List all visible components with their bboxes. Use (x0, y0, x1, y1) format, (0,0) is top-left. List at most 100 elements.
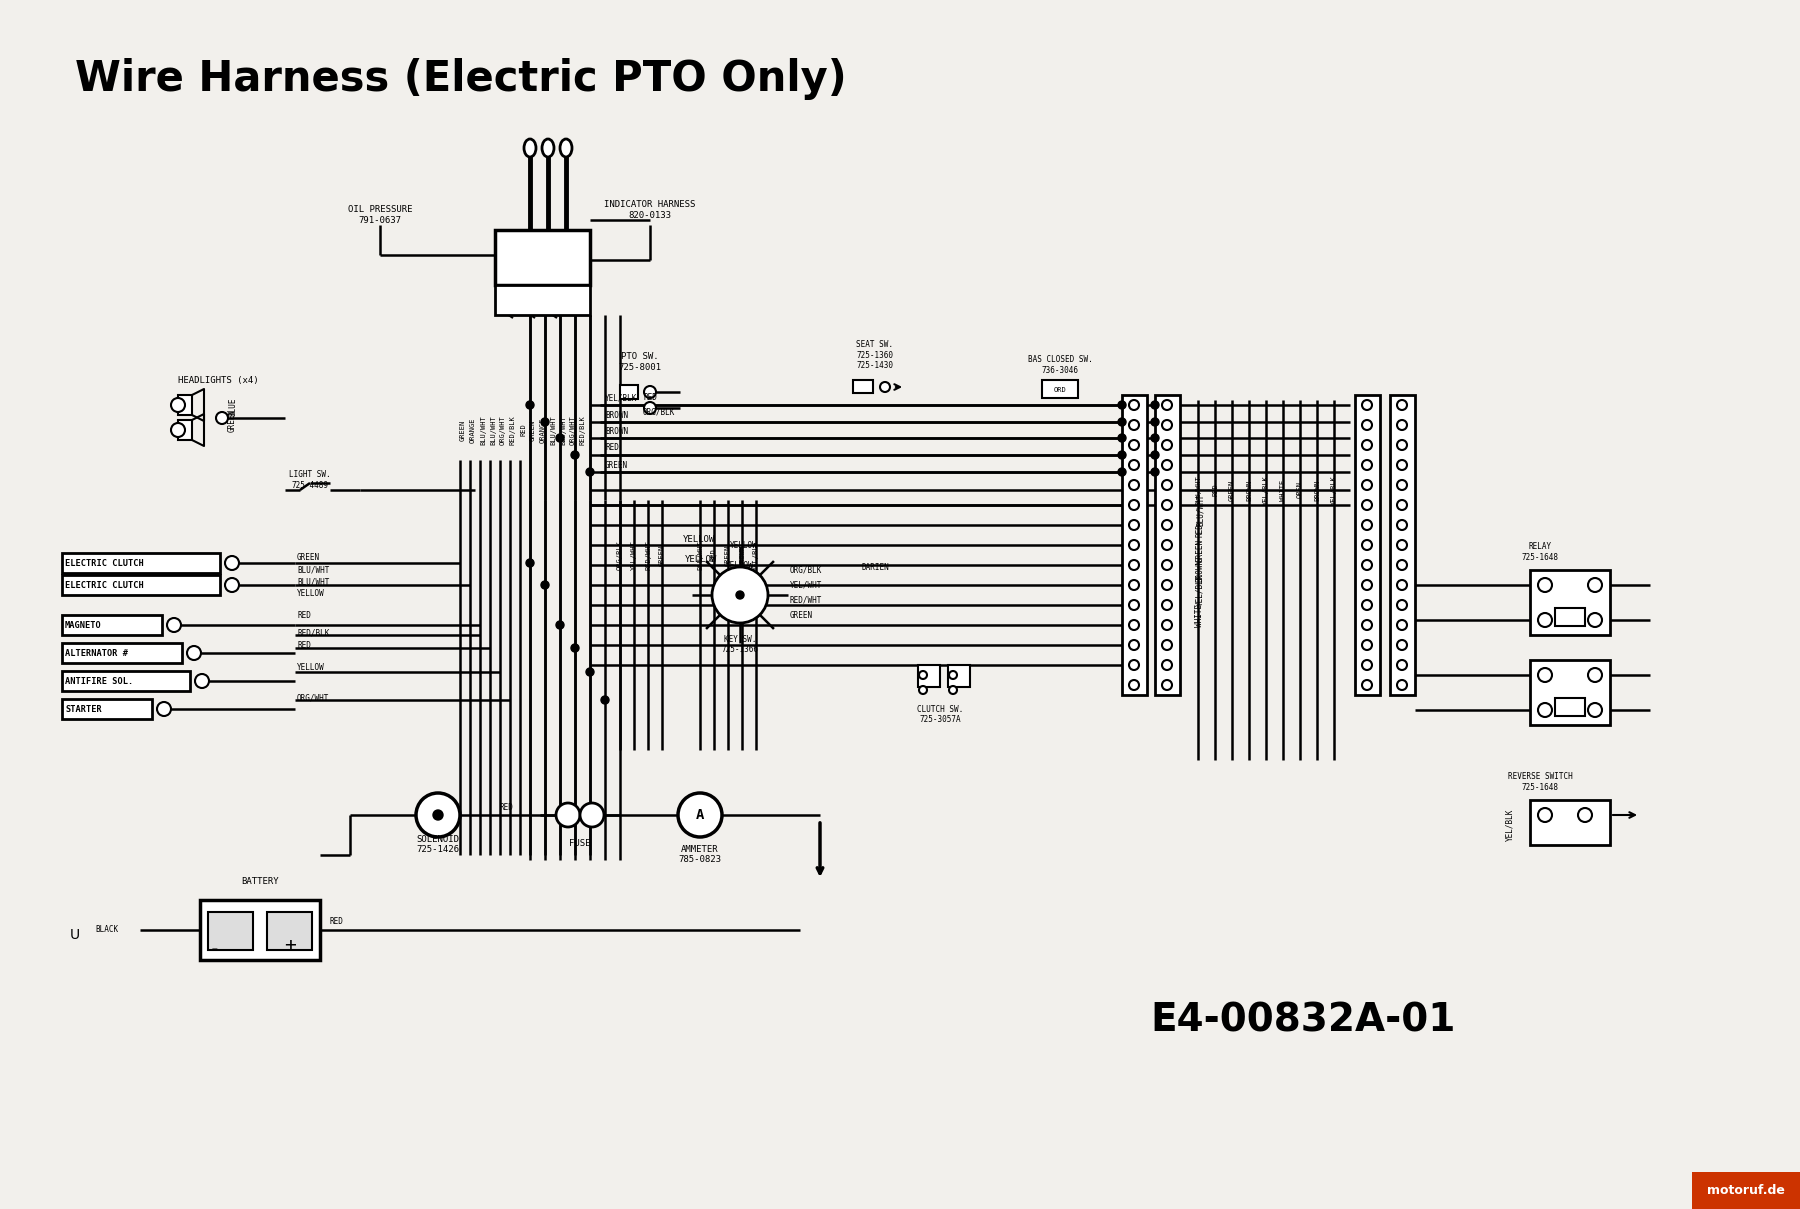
Text: GREEN: GREEN (725, 544, 731, 566)
Bar (1692, 1172, 1800, 1209)
Text: FUSE: FUSE (569, 839, 590, 848)
Text: KEY SW.
725-1366: KEY SW. 725-1366 (722, 635, 758, 654)
Text: RED: RED (643, 393, 657, 403)
Circle shape (225, 556, 239, 569)
Circle shape (1129, 520, 1139, 530)
Circle shape (556, 434, 563, 442)
Text: OPEN: OPEN (1298, 481, 1303, 498)
Text: BROWN: BROWN (1314, 480, 1319, 501)
Text: YELLOW: YELLOW (725, 561, 754, 569)
Circle shape (1163, 400, 1172, 410)
Circle shape (587, 669, 594, 676)
Text: ORD: ORD (1053, 387, 1066, 393)
Bar (1530, 800, 1609, 845)
Circle shape (736, 591, 743, 598)
Circle shape (1363, 679, 1372, 690)
Circle shape (1588, 669, 1602, 682)
Circle shape (1397, 540, 1408, 550)
Text: BLU/WHT: BLU/WHT (490, 415, 497, 445)
Circle shape (587, 468, 594, 476)
Text: RED: RED (297, 611, 311, 619)
Circle shape (1163, 560, 1172, 569)
Circle shape (1363, 660, 1372, 670)
Text: GREEN: GREEN (1229, 480, 1235, 501)
Circle shape (1163, 480, 1172, 490)
Circle shape (1363, 501, 1372, 510)
Circle shape (1129, 600, 1139, 611)
Text: YEL/BLK: YEL/BLK (605, 393, 637, 403)
Text: GREEN: GREEN (790, 611, 814, 619)
Circle shape (1397, 480, 1408, 490)
Circle shape (1118, 451, 1127, 459)
Text: ELECTRIC CLUTCH: ELECTRIC CLUTCH (65, 580, 144, 590)
Text: BROWN: BROWN (605, 427, 628, 435)
Circle shape (920, 671, 927, 679)
Ellipse shape (542, 139, 554, 157)
Circle shape (1363, 600, 1372, 611)
Text: WHITE: WHITE (1195, 603, 1204, 626)
Circle shape (1129, 540, 1139, 550)
Text: A: A (697, 808, 704, 822)
Text: GREEN: GREEN (529, 420, 536, 440)
Circle shape (1397, 420, 1408, 430)
Circle shape (1363, 560, 1372, 569)
Circle shape (1129, 580, 1139, 590)
Circle shape (1397, 640, 1408, 650)
Circle shape (1150, 451, 1159, 459)
Circle shape (434, 810, 443, 820)
Bar (1121, 395, 1147, 695)
Circle shape (1163, 620, 1172, 630)
Circle shape (1129, 679, 1139, 690)
Bar (61, 699, 151, 719)
Circle shape (194, 673, 209, 688)
Text: HEADLIGHTS (x4): HEADLIGHTS (x4) (178, 376, 259, 384)
Bar (1530, 569, 1609, 635)
Circle shape (1129, 560, 1139, 569)
Circle shape (1363, 400, 1372, 410)
Ellipse shape (560, 139, 572, 157)
Circle shape (1163, 660, 1172, 670)
Circle shape (1163, 520, 1172, 530)
Bar (949, 665, 970, 687)
Bar (61, 671, 191, 692)
Circle shape (1129, 459, 1139, 470)
Text: U: U (70, 929, 79, 942)
Circle shape (1588, 578, 1602, 592)
Circle shape (216, 412, 229, 424)
Text: ORG/WHT: ORG/WHT (571, 415, 576, 445)
Circle shape (1129, 420, 1139, 430)
Circle shape (556, 621, 563, 629)
Text: E4-00832A-01: E4-00832A-01 (1150, 1001, 1456, 1039)
Text: BLU/WHT: BLU/WHT (1195, 475, 1201, 505)
Text: RED: RED (605, 444, 619, 452)
Text: LIGHT SW.
725-4489: LIGHT SW. 725-4489 (290, 470, 331, 490)
Circle shape (1129, 501, 1139, 510)
Text: ORG/WHT: ORG/WHT (297, 694, 329, 702)
Circle shape (644, 386, 655, 398)
Circle shape (1397, 400, 1408, 410)
Circle shape (1537, 669, 1552, 682)
Text: GREEN: GREEN (659, 544, 664, 566)
Circle shape (1397, 501, 1408, 510)
Text: GREEN: GREEN (1195, 538, 1204, 561)
Circle shape (1129, 480, 1139, 490)
Circle shape (1397, 440, 1408, 450)
Text: BLU/WHT: BLU/WHT (697, 540, 704, 569)
Circle shape (1129, 660, 1139, 670)
Circle shape (1363, 640, 1372, 650)
Circle shape (571, 451, 580, 459)
Circle shape (571, 644, 580, 652)
Circle shape (1363, 580, 1372, 590)
Text: INDICATOR HARNESS
820-0133: INDICATOR HARNESS 820-0133 (605, 201, 695, 220)
Text: BAS CLOSED SW.
736-3046: BAS CLOSED SW. 736-3046 (1028, 355, 1093, 375)
Text: ELECTRIC CLUTCH: ELECTRIC CLUTCH (65, 559, 144, 567)
Ellipse shape (524, 139, 536, 157)
Circle shape (1397, 660, 1408, 670)
Bar (619, 384, 637, 399)
Text: WHITE: WHITE (1280, 480, 1285, 501)
Text: -: - (209, 941, 221, 960)
Circle shape (1537, 613, 1552, 627)
Circle shape (1588, 613, 1602, 627)
Circle shape (1397, 520, 1408, 530)
Text: GREEN: GREEN (229, 409, 238, 432)
